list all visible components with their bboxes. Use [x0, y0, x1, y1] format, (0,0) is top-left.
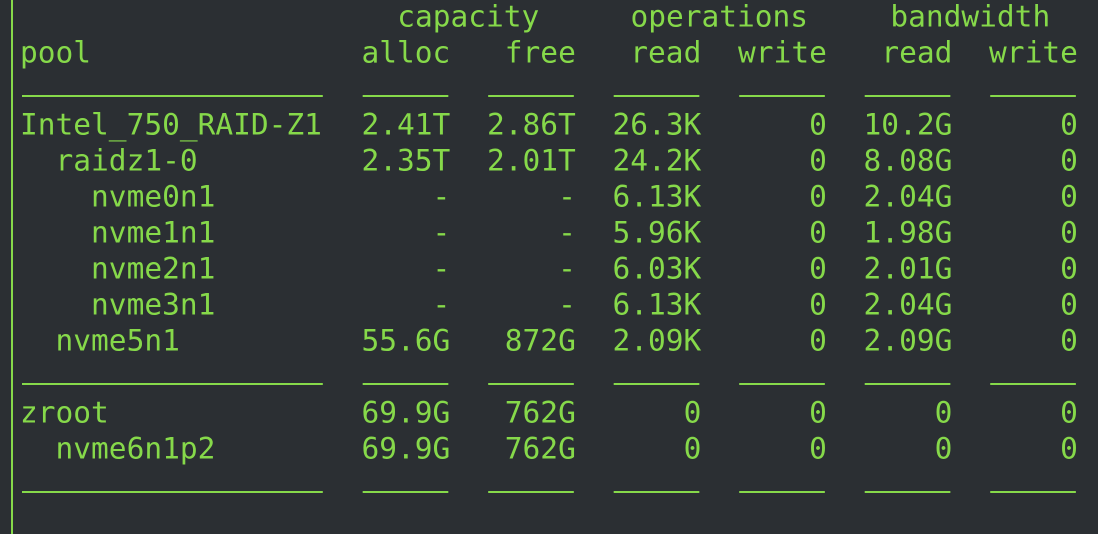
cell: 1.98G: [864, 216, 953, 250]
group-header: bandwidth: [890, 0, 1050, 34]
cell: -: [558, 252, 576, 286]
pool-name: nvme0n1: [20, 180, 215, 214]
cell: 0: [684, 432, 702, 466]
cell: 0: [1060, 432, 1078, 466]
cell: 0: [809, 288, 827, 322]
cell: 0: [1060, 324, 1078, 358]
pool-name: nvme1n1: [20, 216, 215, 250]
cell: 0: [1060, 180, 1078, 214]
cell: 2.01T: [487, 144, 576, 178]
cell: 0: [809, 252, 827, 286]
pool-name: zroot: [20, 396, 109, 430]
column-header: write: [738, 36, 827, 70]
cell: 762G: [505, 432, 576, 466]
cell: 0: [809, 396, 827, 430]
cell: 0: [684, 396, 702, 430]
cell: 8.08G: [864, 144, 953, 178]
cell: -: [558, 180, 576, 214]
cell: 0: [809, 432, 827, 466]
cell: 2.09G: [864, 324, 953, 358]
group-header: capacity: [397, 0, 539, 34]
column-header: read: [630, 36, 701, 70]
cell: 6.13K: [613, 180, 702, 214]
cell: -: [433, 180, 451, 214]
cell: 0: [1060, 396, 1078, 430]
cell: 2.41T: [362, 108, 451, 142]
cell: 2.04G: [864, 180, 953, 214]
cell: 6.13K: [613, 288, 702, 322]
cell: 6.03K: [613, 252, 702, 286]
cell: 0: [1060, 288, 1078, 322]
column-header: alloc: [362, 36, 451, 70]
cell: 26.3K: [613, 108, 702, 142]
cell: 0: [1060, 144, 1078, 178]
cell: -: [558, 288, 576, 322]
cell: 0: [809, 180, 827, 214]
cell: 2.35T: [362, 144, 451, 178]
cell: 0: [809, 216, 827, 250]
cell: -: [558, 216, 576, 250]
cell: 69.9G: [362, 396, 451, 430]
column-header: write: [989, 36, 1078, 70]
cell: 10.2G: [864, 108, 953, 142]
cell: 0: [809, 144, 827, 178]
cell: 762G: [505, 396, 576, 430]
pool-name: nvme3n1: [20, 288, 215, 322]
cell: -: [433, 252, 451, 286]
cell: 872G: [505, 324, 576, 358]
cell: 0: [1060, 216, 1078, 250]
cell: 69.9G: [362, 432, 451, 466]
cell: -: [433, 288, 451, 322]
cell: 0: [1060, 252, 1078, 286]
group-header: operations: [630, 0, 808, 34]
pool-name: Intel_750_RAID-Z1: [20, 108, 322, 143]
cell: 0: [935, 432, 953, 466]
pool-name: nvme5n1: [20, 324, 180, 358]
cell: 2.01G: [864, 252, 953, 286]
cell: 0: [935, 396, 953, 430]
cell: 2.86T: [487, 108, 576, 142]
cell: 2.09K: [613, 324, 702, 358]
pool-name: raidz1-0: [20, 144, 198, 178]
cell: 0: [809, 108, 827, 142]
cell: 0: [1060, 108, 1078, 142]
cell: 55.6G: [362, 324, 451, 358]
pool-name: nvme6n1p2: [20, 432, 215, 466]
column-header: free: [505, 36, 576, 70]
cell: 0: [809, 324, 827, 358]
cell: 2.04G: [864, 288, 953, 322]
column-header: read: [881, 36, 952, 70]
cell: -: [433, 216, 451, 250]
column-header: pool: [20, 36, 91, 70]
cell: 5.96K: [613, 216, 702, 250]
pool-name: nvme2n1: [20, 252, 215, 286]
cell: 24.2K: [613, 144, 702, 178]
